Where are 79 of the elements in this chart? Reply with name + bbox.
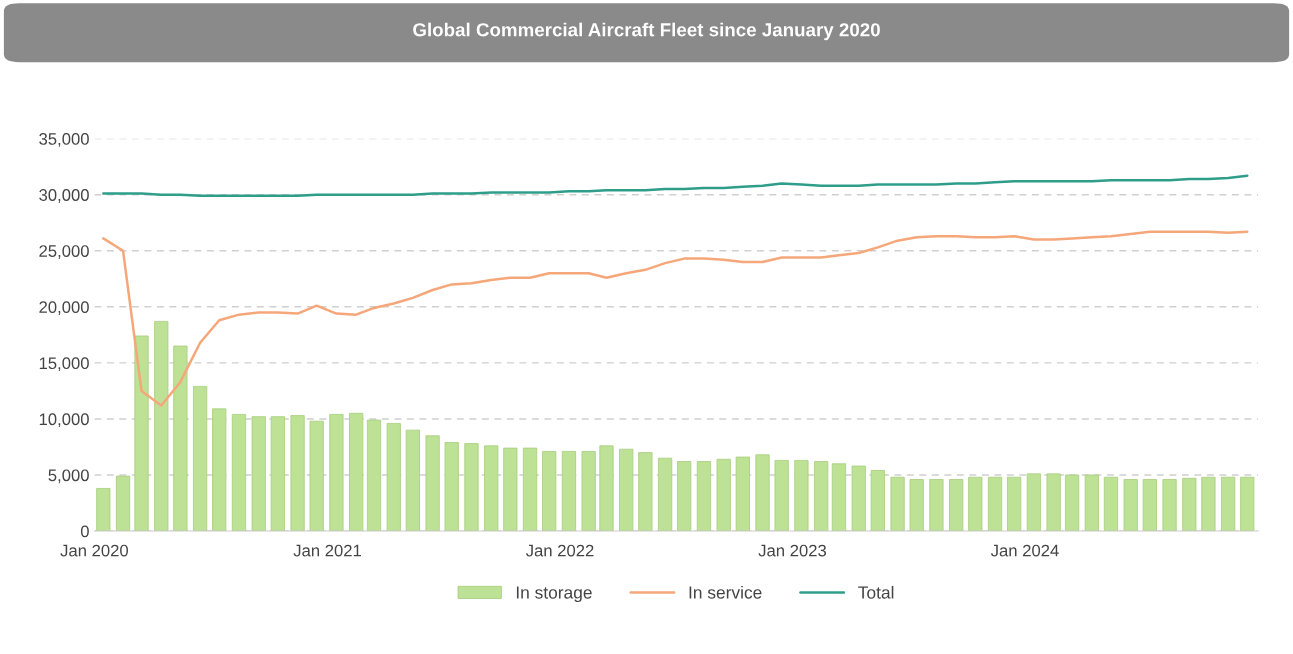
legend-label: In service [689,585,762,599]
bar [1142,479,1157,532]
bar [755,454,770,532]
bar [444,442,459,532]
chart-title: Global Commercial Aircraft Fleet since January 2020 [413,22,880,41]
x-tick-label: Jan 2021 [293,544,361,557]
x-tick-label: Jan 2022 [525,544,594,557]
bar [987,476,1003,532]
bar [696,461,712,532]
bar [581,451,596,532]
bar [115,475,131,532]
bar [1064,474,1080,532]
y-tick-label: 35,000 [39,133,89,147]
bar [154,320,169,532]
bar [1240,476,1255,532]
bar [349,412,364,532]
bar [193,386,208,532]
y-tick-label: 0 [80,525,89,538]
bar [1162,479,1177,532]
bar [657,457,673,532]
bar [503,447,518,532]
bar [270,416,285,532]
bar [290,415,305,532]
bar [870,470,885,532]
bar [366,419,382,532]
bar [735,456,750,532]
bar [968,476,983,532]
bar [599,445,614,532]
bar [949,479,964,532]
bar [1084,474,1099,532]
x-tick-label: Jan 2023 [758,544,827,557]
legend-label: In storage [516,586,592,603]
x-tick-label: Jan 2024 [990,544,1059,557]
bar [134,335,149,532]
bar [929,479,944,532]
bar [464,443,479,532]
bar [716,458,731,532]
bar [1046,473,1061,532]
bar [405,429,420,532]
bar [1123,479,1138,532]
bar [251,416,266,532]
bar [96,488,111,532]
bar [638,452,653,532]
bar [1221,476,1236,532]
bar [1026,473,1041,532]
bar [231,414,247,532]
bar [1182,477,1197,532]
line-series [102,230,1249,407]
x-tick-label: Jan 2020 [60,544,129,557]
bar [522,447,538,532]
bar [794,460,809,532]
bar [561,451,577,532]
bar [1103,476,1119,532]
bar [425,435,440,532]
y-tick-label: 25,000 [39,245,89,259]
y-tick-label: 10,000 [39,413,89,428]
bar [386,423,401,532]
bar [619,448,634,532]
bar [173,345,188,532]
bar [851,465,866,532]
line-series [102,174,1249,198]
legend-label: Total [858,585,894,599]
y-tick-label: 20,000 [39,301,89,315]
bar [542,451,557,532]
bar [1007,476,1022,532]
bar [774,460,789,532]
y-tick-label: 5,000 [48,469,89,484]
bar [1201,476,1216,532]
bar [212,408,227,532]
bar [329,414,344,532]
bar [909,479,924,532]
bar [890,476,905,532]
bar [484,445,499,532]
bar [677,461,692,532]
y-tick-label: 15,000 [39,357,89,372]
bar [831,463,847,532]
y-tick-label: 30,000 [39,189,89,203]
bar [814,461,829,532]
bar [309,420,324,532]
